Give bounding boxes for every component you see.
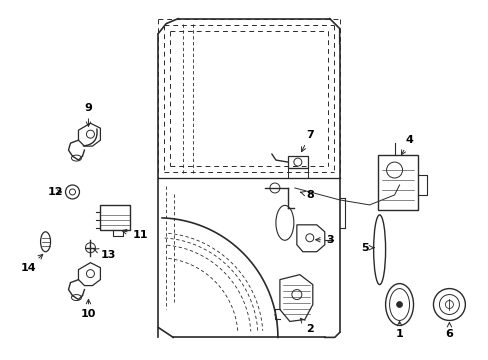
Circle shape [396,302,402,307]
Text: 7: 7 [301,130,313,152]
Text: 13: 13 [94,249,116,260]
Bar [377,155,417,210]
Bar [100,205,130,230]
Text: 2: 2 [300,318,313,334]
Text: 9: 9 [84,103,92,126]
Text: 5: 5 [360,243,373,253]
Text: 14: 14 [21,255,42,273]
Text: 11: 11 [122,229,148,240]
Text: 12: 12 [48,187,63,197]
Text: 4: 4 [401,135,413,155]
Text: 3: 3 [315,235,333,245]
Text: 1: 1 [395,321,403,339]
Text: 10: 10 [81,300,96,319]
Bar [287,156,307,168]
Text: 6: 6 [445,323,452,339]
Text: 8: 8 [300,190,313,200]
